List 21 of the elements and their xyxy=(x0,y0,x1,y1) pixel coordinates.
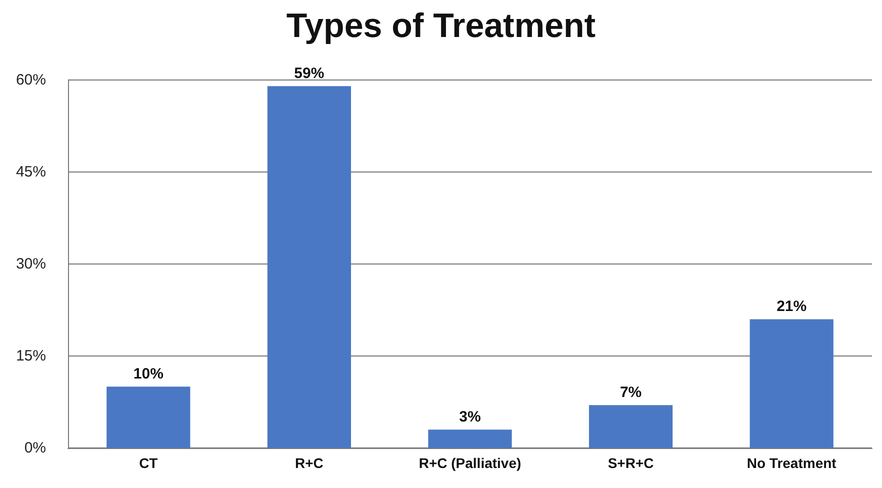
y-tick-label: 45% xyxy=(16,164,46,180)
x-tick-label: No Treatment xyxy=(746,455,837,471)
data-label: 21% xyxy=(776,298,807,316)
x-tick-label: R+C (Palliative) xyxy=(418,455,522,471)
y-tick-label: 60% xyxy=(16,72,46,88)
bar xyxy=(106,386,190,448)
x-tick-label: R+C xyxy=(294,455,324,471)
data-label: 7% xyxy=(620,384,642,402)
x-tick-label: CT xyxy=(139,455,158,471)
data-label: 10% xyxy=(133,366,164,383)
bar xyxy=(428,430,512,448)
bar xyxy=(267,86,352,448)
data-label: 59% xyxy=(294,65,324,82)
y-tick-label: 15% xyxy=(16,348,46,364)
chart-title: Types of Treatment xyxy=(286,7,596,45)
bar xyxy=(750,319,834,448)
bar xyxy=(588,405,673,448)
y-tick-label: 30% xyxy=(16,256,46,272)
data-label: 3% xyxy=(459,408,481,426)
y-tick-label: 0% xyxy=(24,440,46,456)
x-tick-label: S+R+C xyxy=(608,455,654,471)
